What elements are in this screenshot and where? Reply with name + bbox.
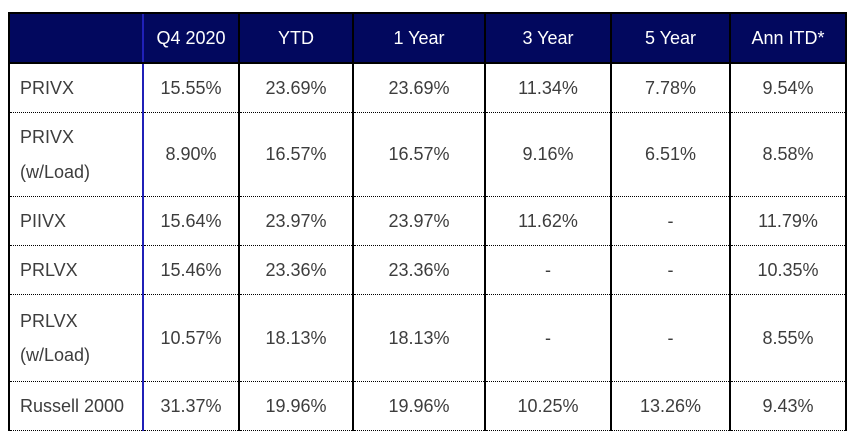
row-label-piivx: PIIVX [8, 196, 143, 246]
cell-privx-load-1yr: 16.57% [352, 112, 485, 197]
cell-privx-ann-itd: 9.54% [729, 63, 847, 113]
cell-prlvx-load-1yr: 18.13% [352, 294, 485, 382]
cell-russell-2000-ann-itd: 9.43% [729, 381, 847, 431]
table-row-privx-load: PRIVX (w/Load) 8.90% 16.57% 16.57% 9.16%… [8, 112, 847, 197]
cell-prlvx-load-3yr: - [484, 294, 611, 382]
header-cell-blank [8, 12, 143, 64]
cell-piivx-q4-2020: 15.64% [142, 196, 239, 246]
cell-piivx-5yr: - [610, 196, 730, 246]
cell-privx-load-q4-2020: 8.90% [142, 112, 239, 197]
cell-prlvx-q4-2020: 15.46% [142, 245, 239, 295]
header-cell-3-year: 3 Year [484, 12, 611, 64]
cell-piivx-1yr: 23.97% [352, 196, 485, 246]
cell-privx-5yr: 7.78% [610, 63, 730, 113]
cell-privx-3yr: 11.34% [484, 63, 611, 113]
table-row-prlvx-load: PRLVX (w/Load) 10.57% 18.13% 18.13% - - … [8, 294, 847, 382]
cell-prlvx-ann-itd: 10.35% [729, 245, 847, 295]
cell-privx-load-5yr: 6.51% [610, 112, 730, 197]
row-label-russell-2000: Russell 2000 [8, 381, 143, 431]
header-row: Q4 2020 YTD 1 Year 3 Year 5 Year Ann ITD… [8, 12, 847, 64]
cell-prlvx-1yr: 23.36% [352, 245, 485, 295]
header-cell-ytd: YTD [238, 12, 353, 64]
cell-privx-load-ann-itd: 8.58% [729, 112, 847, 197]
row-label-privx-load: PRIVX (w/Load) [8, 112, 143, 197]
cell-russell-2000-1yr: 19.96% [352, 381, 485, 431]
performance-table: Q4 2020 YTD 1 Year 3 Year 5 Year Ann ITD… [8, 12, 847, 431]
table-row-prlvx: PRLVX 15.46% 23.36% 23.36% - - 10.35% [8, 245, 847, 295]
table-row-russell-2000: Russell 2000 31.37% 19.96% 19.96% 10.25%… [8, 381, 847, 431]
cell-privx-1yr: 23.69% [352, 63, 485, 113]
cell-prlvx-load-5yr: - [610, 294, 730, 382]
cell-russell-2000-ytd: 19.96% [238, 381, 353, 431]
cell-privx-ytd: 23.69% [238, 63, 353, 113]
row-label-prlvx-load: PRLVX (w/Load) [8, 294, 143, 382]
header-cell-ann-itd: Ann ITD* [729, 12, 847, 64]
header-cell-q4-2020: Q4 2020 [142, 12, 239, 64]
cell-piivx-ytd: 23.97% [238, 196, 353, 246]
cell-prlvx-load-q4-2020: 10.57% [142, 294, 239, 382]
cell-prlvx-3yr: - [484, 245, 611, 295]
cell-piivx-3yr: 11.62% [484, 196, 611, 246]
cell-privx-load-3yr: 9.16% [484, 112, 611, 197]
row-label-prlvx: PRLVX [8, 245, 143, 295]
cell-privx-q4-2020: 15.55% [142, 63, 239, 113]
cell-russell-2000-3yr: 10.25% [484, 381, 611, 431]
cell-prlvx-load-ytd: 18.13% [238, 294, 353, 382]
cell-prlvx-ytd: 23.36% [238, 245, 353, 295]
row-label-privx: PRIVX [8, 63, 143, 113]
cell-russell-2000-5yr: 13.26% [610, 381, 730, 431]
cell-prlvx-5yr: - [610, 245, 730, 295]
header-cell-1-year: 1 Year [352, 12, 485, 64]
cell-privx-load-ytd: 16.57% [238, 112, 353, 197]
table-row-piivx: PIIVX 15.64% 23.97% 23.97% 11.62% - 11.7… [8, 196, 847, 246]
cell-prlvx-load-ann-itd: 8.55% [729, 294, 847, 382]
cell-piivx-ann-itd: 11.79% [729, 196, 847, 246]
header-cell-5-year: 5 Year [610, 12, 730, 64]
table-row-privx: PRIVX 15.55% 23.69% 23.69% 11.34% 7.78% … [8, 63, 847, 113]
cell-russell-2000-q4-2020: 31.37% [142, 381, 239, 431]
